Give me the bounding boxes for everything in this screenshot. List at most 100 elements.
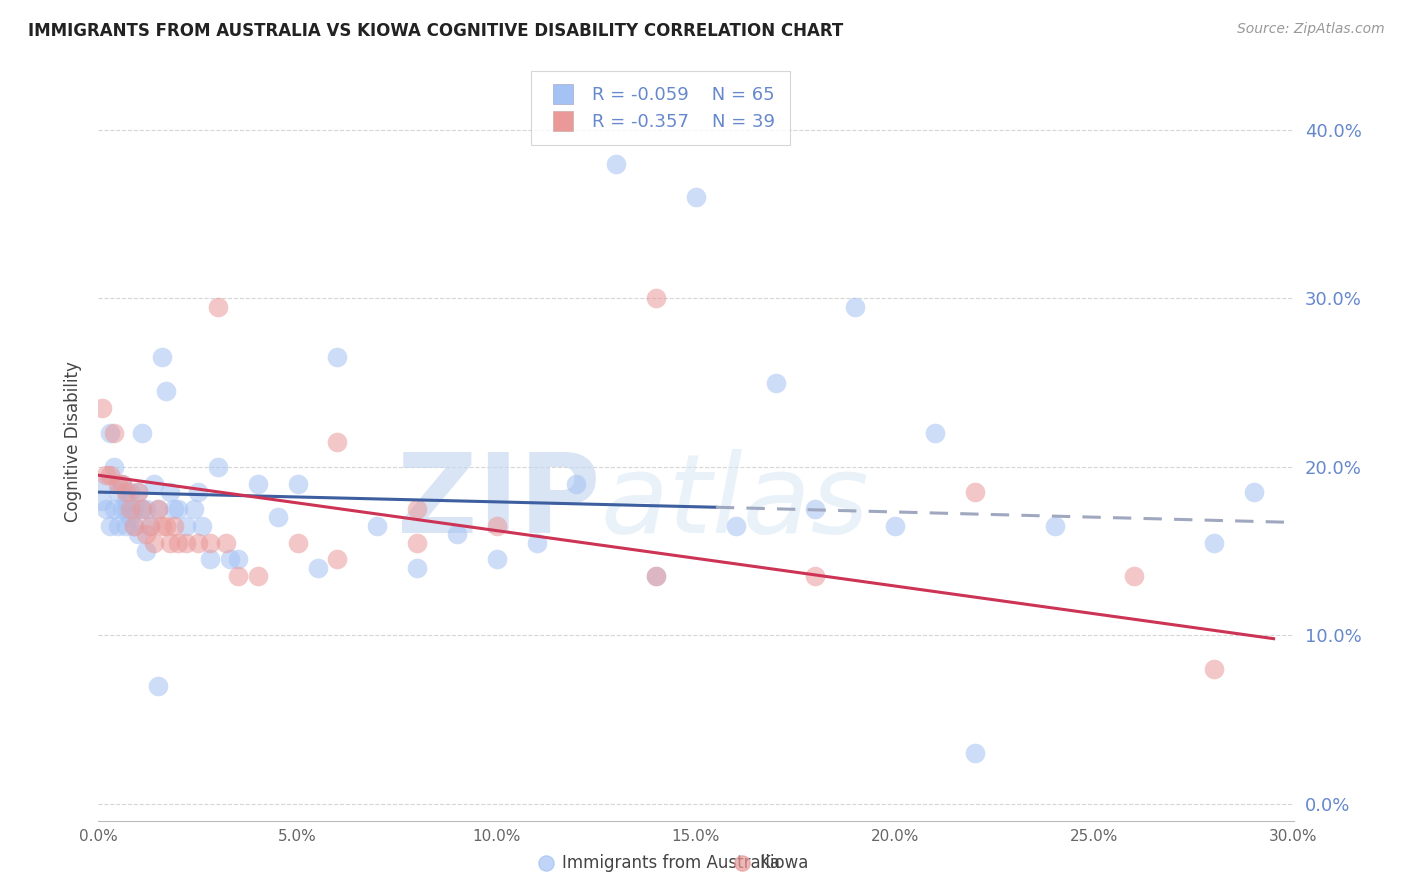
Point bbox=[307, 561, 329, 575]
Point bbox=[267, 510, 290, 524]
Point bbox=[1202, 662, 1225, 676]
Point bbox=[96, 468, 118, 483]
Point bbox=[148, 502, 170, 516]
Point bbox=[120, 502, 142, 516]
Point bbox=[159, 535, 181, 549]
Point bbox=[91, 401, 114, 415]
Point bbox=[96, 476, 118, 491]
Point bbox=[485, 552, 508, 566]
Point bbox=[1123, 569, 1146, 583]
Point bbox=[526, 535, 548, 549]
Text: Immigrants from Australia: Immigrants from Australia bbox=[562, 854, 780, 872]
Point bbox=[139, 518, 162, 533]
Point bbox=[107, 518, 129, 533]
Point bbox=[127, 485, 149, 500]
Point bbox=[120, 510, 142, 524]
Point bbox=[645, 569, 668, 583]
Point bbox=[143, 476, 166, 491]
Point bbox=[804, 569, 827, 583]
Point bbox=[187, 485, 209, 500]
Point bbox=[187, 535, 209, 549]
Point bbox=[155, 518, 177, 533]
Point bbox=[884, 518, 907, 533]
Point bbox=[107, 476, 129, 491]
Point bbox=[287, 535, 309, 549]
Point bbox=[844, 300, 866, 314]
Point bbox=[127, 527, 149, 541]
Point bbox=[406, 535, 429, 549]
Point bbox=[135, 527, 157, 541]
Point bbox=[963, 746, 986, 760]
Point bbox=[111, 476, 134, 491]
Point bbox=[287, 476, 309, 491]
Point bbox=[326, 434, 349, 449]
Point bbox=[924, 426, 946, 441]
Point bbox=[120, 485, 142, 500]
Point bbox=[96, 502, 118, 516]
Text: Source: ZipAtlas.com: Source: ZipAtlas.com bbox=[1237, 22, 1385, 37]
Point bbox=[115, 502, 138, 516]
Point bbox=[115, 485, 138, 500]
Point bbox=[139, 518, 162, 533]
Point bbox=[246, 476, 269, 491]
Point bbox=[148, 502, 170, 516]
Point bbox=[163, 502, 186, 516]
Point bbox=[167, 535, 190, 549]
Point bbox=[131, 502, 153, 516]
Point bbox=[1202, 535, 1225, 549]
Point bbox=[159, 485, 181, 500]
Point bbox=[645, 569, 668, 583]
Point bbox=[605, 156, 627, 170]
Point bbox=[191, 518, 214, 533]
Point bbox=[127, 485, 149, 500]
Point bbox=[115, 518, 138, 533]
Y-axis label: Cognitive Disability: Cognitive Disability bbox=[65, 361, 83, 522]
Point bbox=[174, 518, 197, 533]
Point bbox=[131, 426, 153, 441]
Point bbox=[103, 426, 125, 441]
Point bbox=[645, 291, 668, 305]
Point bbox=[406, 502, 429, 516]
Point bbox=[446, 527, 468, 541]
Point bbox=[135, 544, 157, 558]
Point bbox=[246, 569, 269, 583]
Point bbox=[135, 502, 157, 516]
Point bbox=[103, 459, 125, 474]
Point bbox=[111, 476, 134, 491]
Point bbox=[143, 535, 166, 549]
Point bbox=[155, 384, 177, 398]
Point bbox=[215, 535, 238, 549]
Point bbox=[183, 502, 205, 516]
Text: ZIP: ZIP bbox=[396, 449, 600, 556]
Point bbox=[148, 679, 170, 693]
Point bbox=[326, 552, 349, 566]
Point bbox=[226, 552, 249, 566]
Point bbox=[226, 569, 249, 583]
Point bbox=[131, 502, 153, 516]
Point bbox=[1243, 485, 1265, 500]
Point bbox=[124, 518, 146, 533]
Point bbox=[150, 351, 173, 365]
Point bbox=[207, 300, 229, 314]
Point bbox=[124, 518, 146, 533]
Point bbox=[198, 552, 221, 566]
Point bbox=[103, 502, 125, 516]
Point bbox=[98, 468, 122, 483]
Point bbox=[124, 502, 146, 516]
Point bbox=[219, 552, 242, 566]
Point bbox=[163, 518, 186, 533]
Text: atlas: atlas bbox=[600, 449, 869, 556]
Point bbox=[724, 518, 747, 533]
Point bbox=[91, 493, 114, 508]
Point bbox=[111, 502, 134, 516]
Point bbox=[174, 535, 197, 549]
Point bbox=[804, 502, 827, 516]
Text: IMMIGRANTS FROM AUSTRALIA VS KIOWA COGNITIVE DISABILITY CORRELATION CHART: IMMIGRANTS FROM AUSTRALIA VS KIOWA COGNI… bbox=[28, 22, 844, 40]
Point bbox=[98, 426, 122, 441]
Point bbox=[150, 518, 173, 533]
Point bbox=[406, 561, 429, 575]
Text: Kiowa: Kiowa bbox=[759, 854, 808, 872]
Point bbox=[1043, 518, 1066, 533]
Point bbox=[98, 518, 122, 533]
Point bbox=[765, 376, 787, 390]
